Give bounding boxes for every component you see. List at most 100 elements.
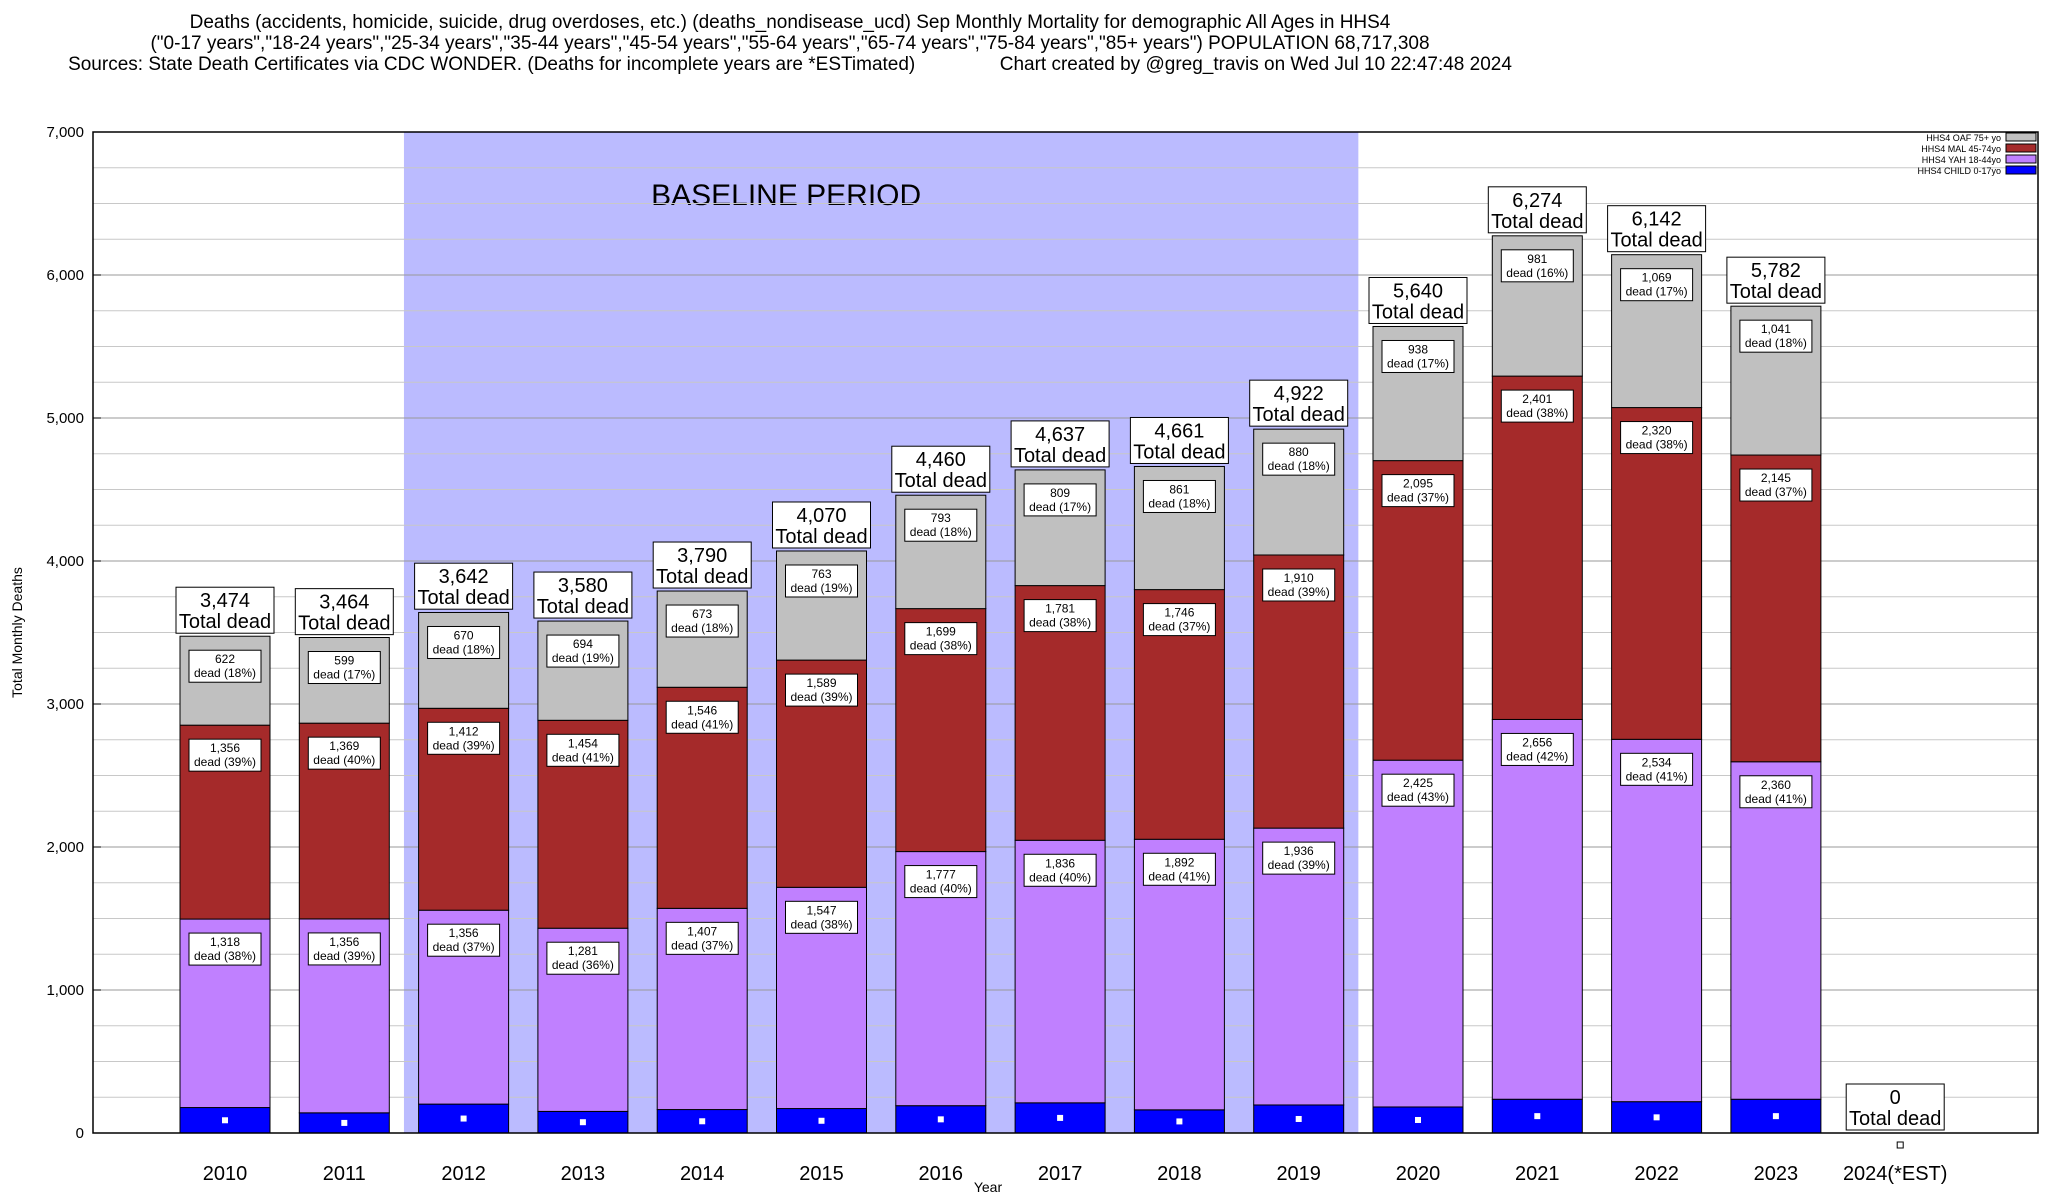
segment-value: 1,369 <box>329 739 359 753</box>
segment-value: 673 <box>692 607 712 621</box>
child-marker <box>1057 1114 1064 1121</box>
total-label-box <box>1607 205 1707 253</box>
total-label-box <box>1249 379 1349 427</box>
total-value: 4,070 <box>796 505 846 527</box>
segment-label-box <box>546 941 620 975</box>
total-label-box <box>414 562 514 610</box>
x-tick-label: 2010 <box>203 1163 248 1185</box>
title-line-1: Deaths (accidents, homicide, suicide, dr… <box>189 12 1391 33</box>
segment-pct: dead (37%) <box>1745 485 1807 499</box>
total-label-box <box>175 586 275 634</box>
segment-pct: dead (40%) <box>910 882 972 896</box>
legend-swatch <box>2005 165 2037 175</box>
segment-value: 981 <box>1527 252 1547 266</box>
segment-value: 1,781 <box>1045 602 1075 616</box>
segment-pct: dead (39%) <box>194 755 256 769</box>
child-marker <box>579 1119 586 1126</box>
segment-label-box <box>427 625 501 659</box>
child-marker <box>818 1117 825 1124</box>
segment-pct: dead (37%) <box>1148 620 1210 634</box>
total-caption: Total dead <box>1372 301 1464 323</box>
title-line-2: ("0-17 years","18-24 years","25-34 years… <box>150 33 1430 54</box>
total-value: 4,661 <box>1154 420 1204 442</box>
segment-pct: dead (43%) <box>1387 790 1449 804</box>
segment-label-box <box>1381 773 1455 807</box>
total-value: 4,922 <box>1274 383 1324 405</box>
segment-value: 2,401 <box>1522 392 1552 406</box>
segment-label-box <box>427 923 501 957</box>
segment-value: 1,454 <box>568 736 598 750</box>
y-axis-title: Total Monthly Deaths <box>9 567 25 698</box>
segment-label-box <box>904 622 978 656</box>
segment-pct: dead (38%) <box>1626 438 1688 452</box>
segment-pct: dead (41%) <box>1626 769 1688 783</box>
total-value: 4,460 <box>916 449 966 471</box>
segment-label-box <box>1620 752 1694 786</box>
total-value: 3,474 <box>200 590 250 612</box>
total-value: 5,640 <box>1393 280 1443 302</box>
segment-value: 1,746 <box>1164 606 1194 620</box>
segment-label-box <box>307 932 381 966</box>
segment-pct: dead (36%) <box>552 958 614 972</box>
title-line-3: Sources: State Death Certificates via CD… <box>68 54 1512 75</box>
x-tick-label: 2024(*EST) <box>1843 1163 1948 1185</box>
segment-value: 938 <box>1408 342 1428 356</box>
child-marker <box>1896 1141 1904 1149</box>
segment-pct: dead (41%) <box>552 750 614 764</box>
y-tick-label: 0 <box>76 1125 84 1142</box>
segment-value: 694 <box>573 637 593 651</box>
total-caption: Total dead <box>1849 1108 1941 1130</box>
segment-label-box <box>904 865 978 899</box>
legend-label: HHS4 OAF 75+ yo <box>1926 133 2001 143</box>
segment-value: 2,360 <box>1761 778 1791 792</box>
segment-label-box <box>1381 474 1455 508</box>
segment-pct: dead (37%) <box>1387 491 1449 505</box>
child-marker <box>460 1115 467 1122</box>
total-value: 4,637 <box>1035 424 1085 446</box>
bar-segment <box>1491 1098 1583 1134</box>
x-tick-label: 2015 <box>799 1163 844 1185</box>
child-marker <box>1295 1115 1302 1122</box>
segment-label-box <box>904 508 978 542</box>
total-label-box <box>652 541 752 589</box>
axes: 0 1,000 2,000 3,000 4,000 5,000 6,000 7,000 Tota… <box>9 124 2039 1195</box>
segment-pct: dead (39%) <box>313 949 375 963</box>
total-value: 0 <box>1890 1087 1901 1109</box>
legend-label: HHS4 CHILD 0-17yo <box>1917 166 2001 176</box>
child-marker <box>341 1119 348 1126</box>
segment-label-box <box>1023 853 1097 887</box>
segment-pct: dead (17%) <box>313 668 375 682</box>
total-label-box <box>1368 276 1468 324</box>
segment-label-box <box>1142 852 1216 886</box>
segment-label-box <box>546 634 620 668</box>
segment-pct: dead (16%) <box>1506 266 1568 280</box>
total-caption: Total dead <box>1133 441 1225 463</box>
segment-value: 599 <box>334 654 354 668</box>
segment-pct: dead (40%) <box>1029 870 1091 884</box>
total-caption: Total dead <box>656 566 748 588</box>
segment-label-box <box>665 700 739 734</box>
bar-segment <box>1611 407 1703 740</box>
child-marker <box>222 1117 228 1124</box>
y-tick-label: 7,000 <box>46 124 84 141</box>
segment-value: 1,412 <box>449 724 479 738</box>
child-marker <box>1772 1113 1779 1120</box>
segment-value: 2,145 <box>1761 471 1791 485</box>
segment-pct: dead (39%) <box>433 738 495 752</box>
segment-label-box <box>188 932 262 966</box>
segment-pct: dead (39%) <box>1268 858 1330 872</box>
segment-value: 1,041 <box>1761 322 1791 336</box>
total-caption: Total dead <box>1014 445 1106 467</box>
segment-label-box <box>1620 421 1694 455</box>
segment-label-box <box>785 673 858 707</box>
child-marker <box>1415 1116 1421 1123</box>
child-marker <box>937 1116 944 1123</box>
segment-value: 1,356 <box>329 935 359 949</box>
total-caption: Total dead <box>775 526 867 548</box>
x-tick-label: 2020 <box>1396 1163 1441 1185</box>
legend-label: HHS4 MAL 45-74yo <box>1921 144 2001 154</box>
baseline-label: BASELINE PERIOD <box>651 179 921 212</box>
total-caption: Total dead <box>895 470 987 492</box>
segment-value: 763 <box>811 567 831 581</box>
